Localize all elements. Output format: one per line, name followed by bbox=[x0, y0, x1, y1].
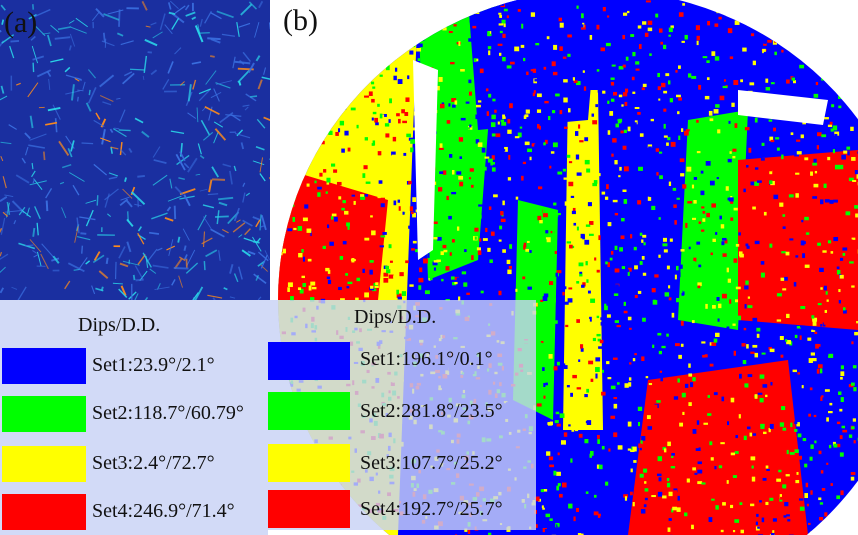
void-region bbox=[413, 60, 438, 260]
color-band bbox=[563, 90, 603, 430]
legend-b-label-set4: Set4:192.7°/25.7° bbox=[360, 498, 503, 520]
legend-b-label-set2: Set2:281.8°/23.5° bbox=[360, 400, 503, 422]
color-band bbox=[468, 0, 598, 130]
legend-a-swatch-set1 bbox=[2, 348, 86, 384]
legend-b-label-set3: Set3:107.7°/25.2° bbox=[360, 452, 503, 474]
color-band bbox=[278, 170, 388, 300]
legend-b: Dips/D.D. Set1:196.1°/0.1° Set2:281.8°/2… bbox=[268, 300, 536, 530]
legend-a-swatch-set2 bbox=[2, 396, 86, 432]
legend-a-title: Dips/D.D. bbox=[78, 314, 161, 336]
color-band bbox=[738, 150, 858, 330]
legend-a-swatch-set4 bbox=[2, 494, 86, 530]
panel-a-map bbox=[0, 0, 270, 300]
legend-a-label-set3: Set3:2.4°/72.7° bbox=[92, 452, 215, 474]
legend-b-swatch-set2 bbox=[268, 392, 350, 430]
legend-b-swatch-set1 bbox=[268, 342, 350, 380]
panel-a-label: (a) bbox=[4, 6, 38, 39]
legend-a-label-set1: Set1:23.9°/2.1° bbox=[92, 354, 215, 376]
color-band bbox=[678, 110, 748, 330]
legend-b-title: Dips/D.D. bbox=[354, 306, 437, 328]
legend-b-label-set1: Set1:196.1°/0.1° bbox=[360, 348, 493, 370]
panel-a-fracture-map bbox=[0, 0, 270, 300]
panel-b-label: (b) bbox=[283, 4, 318, 37]
legend-a-label-set4: Set4:246.9°/71.4° bbox=[92, 500, 235, 522]
legend-a: Dips/D.D. Set1:23.9°/2.1° Set2:118.7°/60… bbox=[0, 300, 268, 535]
legend-b-swatch-set3 bbox=[268, 444, 350, 482]
void-region bbox=[738, 90, 828, 125]
legend-a-label-set2: Set2:118.7°/60.79° bbox=[92, 402, 244, 424]
legend-a-swatch-set3 bbox=[2, 446, 86, 482]
legend-b-swatch-set4 bbox=[268, 490, 350, 528]
